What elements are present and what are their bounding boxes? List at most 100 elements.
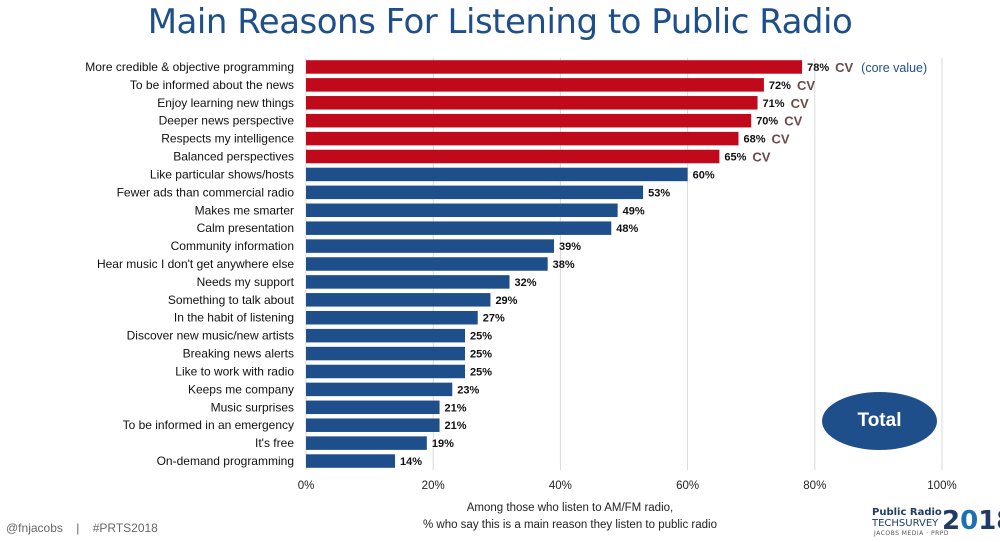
category-label: Like particular shows/hosts <box>150 167 294 181</box>
logo-tagline: JACOBS MEDIA · PRPD <box>874 530 950 537</box>
bar <box>306 436 427 450</box>
labels: 0% 20% 40% 60% 80% 100% More credible & object… <box>85 60 956 492</box>
bar <box>306 293 491 307</box>
bar <box>306 400 440 415</box>
value-label: 25% <box>470 366 492 378</box>
bar <box>306 221 612 235</box>
value-label: 78% <box>807 62 829 74</box>
bar <box>306 131 739 146</box>
x-tick-label: 20% <box>422 480 445 492</box>
cv-tag: CV <box>752 150 770 165</box>
x-tick-label: 0% <box>298 480 315 492</box>
logo-year: 2018 <box>942 507 1000 535</box>
category-label: Breaking news alerts <box>183 347 294 361</box>
category-label: In the habit of listening <box>174 311 294 325</box>
value-label: 14% <box>400 456 422 468</box>
logo-year-suffix: 18 <box>978 506 1000 536</box>
x-tick-label: 80% <box>803 480 826 492</box>
core-value-note: (core value) <box>861 61 927 75</box>
bar <box>306 167 688 182</box>
category-label: Something to talk about <box>168 293 295 307</box>
bar <box>306 203 618 218</box>
category-label: Hear music I don't get anywhere else <box>97 257 294 271</box>
logo-year-prefix: 2 <box>942 506 961 536</box>
bar <box>306 418 440 432</box>
cv-tag: CV <box>772 132 790 147</box>
value-label: 70% <box>756 116 778 128</box>
cv-tag: CV <box>835 60 853 75</box>
x-tick-label: 100% <box>927 480 956 492</box>
value-label: 21% <box>445 402 467 414</box>
value-label: 68% <box>743 134 765 146</box>
total-badge: Total <box>822 392 937 450</box>
value-label: 38% <box>553 259 575 271</box>
category-label: On-demand programming <box>157 454 294 468</box>
bar <box>306 382 453 397</box>
category-label: Calm presentation <box>197 221 294 235</box>
category-label: Respects my intelligence <box>161 132 294 146</box>
value-label: 48% <box>616 223 638 235</box>
survey-logo: Public Radio TECHSURVEY JACOBS MEDIA · P… <box>872 507 1000 539</box>
x-tick-label: 40% <box>549 480 572 492</box>
value-label: 21% <box>445 420 467 432</box>
category-label: It's free <box>255 436 294 450</box>
bar <box>306 60 803 74</box>
value-label: 29% <box>495 295 517 307</box>
cv-tag: CV <box>797 78 815 93</box>
bar <box>306 364 465 379</box>
footer-hashtag: #PRTS2018 <box>92 521 158 535</box>
category-label: Makes me smarter <box>195 203 294 217</box>
value-label: 72% <box>769 80 791 92</box>
category-label: Fewer ads than commercial radio <box>117 185 295 199</box>
cv-tag: CV <box>784 114 802 129</box>
bar <box>306 257 548 271</box>
category-label: Like to work with radio <box>175 364 294 378</box>
bar <box>306 239 555 253</box>
value-label: 39% <box>559 241 581 253</box>
category-label: To be informed in an emergency <box>123 418 294 432</box>
value-label: 25% <box>470 331 492 343</box>
value-label: 60% <box>693 169 715 181</box>
bar <box>306 454 396 468</box>
category-label: Deeper news perspective <box>159 114 295 128</box>
category-label: More credible & objective programming <box>85 60 294 74</box>
x-tick-label: 60% <box>676 480 699 492</box>
bar <box>306 310 478 325</box>
bar <box>306 185 644 200</box>
category-label: Discover new music/new artists <box>127 329 294 343</box>
bar <box>306 113 752 128</box>
chart-title: Main Reasons For Listening to Public Rad… <box>147 2 853 42</box>
footer-credits: @fnjacobs | #PRTS2018 <box>6 521 158 535</box>
bar <box>306 346 465 361</box>
logo-line-1: Public Radio <box>872 507 942 518</box>
axis-caption: Among those who listen to AM/FM radio, %… <box>380 500 760 534</box>
category-label: Needs my support <box>197 275 295 289</box>
value-label: 19% <box>432 438 454 450</box>
logo-line-2: TECHSURVEY <box>872 518 939 529</box>
value-label: 25% <box>470 349 492 361</box>
category-label: Balanced perspectives <box>173 150 294 164</box>
bar <box>306 78 764 92</box>
bar <box>306 275 510 289</box>
bar-chart: 0% 20% 40% 60% 80% 100% More credible & object… <box>85 58 957 492</box>
value-label: 65% <box>724 152 746 164</box>
bars <box>306 60 803 468</box>
bar <box>306 96 758 110</box>
cv-tag: CV <box>791 96 809 111</box>
bar <box>306 149 720 164</box>
footer-separator: | <box>76 521 80 535</box>
category-label: To be informed about the news <box>130 78 294 92</box>
value-label: 49% <box>623 205 645 217</box>
caption-line-1: Among those who listen to AM/FM radio, <box>466 502 674 514</box>
bar <box>306 328 465 343</box>
caption-line-2: % who say this is a main reason they lis… <box>422 519 718 531</box>
category-label: Enjoy learning new things <box>157 96 294 110</box>
value-label: 27% <box>483 313 505 325</box>
footer-handle: @fnjacobs <box>6 521 63 535</box>
category-label: Music surprises <box>211 400 294 414</box>
category-label: Community information <box>171 239 294 253</box>
value-label: 23% <box>457 384 479 396</box>
play-icon: 0 <box>960 506 979 536</box>
value-label: 53% <box>648 187 670 199</box>
category-label: Keeps me company <box>188 382 294 396</box>
